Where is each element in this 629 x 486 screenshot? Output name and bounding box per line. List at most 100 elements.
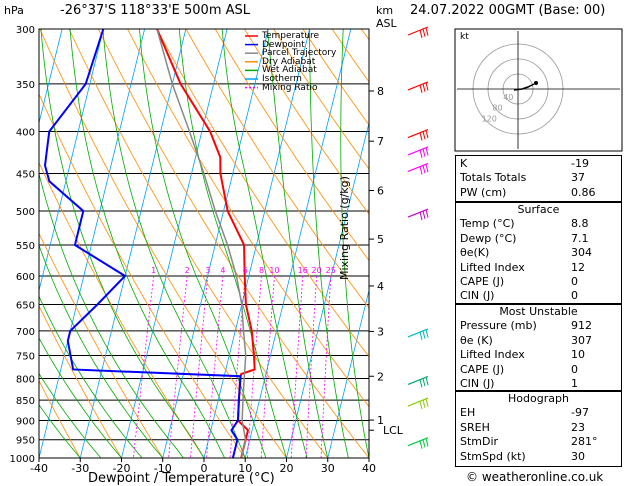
mixing-ratio-label: 10 xyxy=(269,266,279,275)
wet-adiabat-line xyxy=(39,244,164,458)
index-value: 0.86 xyxy=(571,185,596,199)
x-tick-label: 30 xyxy=(321,462,335,475)
hodograph-stat-label: StmSpd (kt) xyxy=(460,449,526,463)
altitude-tick-label: 5 xyxy=(377,233,384,246)
surface-row: CAPE (J) 0 xyxy=(456,275,621,289)
km-label: km xyxy=(376,4,394,17)
x-tick-label: 40 xyxy=(362,462,376,475)
wind-barb-flag xyxy=(422,165,426,174)
dry-adiabat-line xyxy=(185,29,369,309)
most-unstable-row: CIN (J) 1 xyxy=(456,377,621,391)
wind-barb xyxy=(407,26,429,36)
dry-adiabat-line xyxy=(127,29,369,408)
most-unstable-title: Most Unstable xyxy=(499,305,578,318)
hodograph-stat-value: 23 xyxy=(571,420,585,434)
legend-item-label: Temperature xyxy=(262,31,320,41)
hodograph-stat-row: EH -97 xyxy=(456,406,621,420)
wind-barb-flag xyxy=(419,440,423,449)
wet-adiabat-line xyxy=(39,295,143,458)
wind-barb xyxy=(407,328,429,338)
index-label: PW (cm) xyxy=(460,185,507,199)
mixing-ratio-line xyxy=(260,275,275,458)
wet-adiabat-line xyxy=(39,337,122,458)
pressure-tick-label: 1000 xyxy=(10,454,35,465)
isotherm-line xyxy=(121,29,228,458)
x-tick-label: -40 xyxy=(30,462,48,475)
wind-barb-flag xyxy=(419,84,423,94)
dry-adiabat-line xyxy=(39,93,246,458)
x-tick-label: -10 xyxy=(154,462,172,475)
index-label: K xyxy=(460,157,468,170)
wind-barb xyxy=(407,146,429,156)
surface-title: Surface xyxy=(517,203,560,216)
hodograph-stat-label: EH xyxy=(460,406,476,420)
index-value: -19 xyxy=(571,157,589,170)
wet-adiabat-line xyxy=(40,29,205,458)
isotherm-line xyxy=(39,29,145,458)
wind-barb-flag xyxy=(422,148,426,157)
dry-adiabat-line xyxy=(39,305,122,458)
dry-adiabat-line xyxy=(244,29,369,215)
mixing-ratio-line xyxy=(190,275,209,458)
dry-adiabat-line xyxy=(68,29,329,458)
surface-value: 12 xyxy=(571,260,585,274)
asl-label: ASL xyxy=(376,17,397,30)
surface-label: Dewp (°C) xyxy=(460,231,517,245)
most-unstable-value: 912 xyxy=(571,319,592,333)
parcel-trajectory-profile xyxy=(156,29,247,458)
wind-barb xyxy=(407,375,429,386)
pressure-tick-label: 700 xyxy=(16,327,35,338)
surface-row: Temp (°C) 8.8 xyxy=(456,217,621,231)
index-label: Totals Totals xyxy=(460,171,527,185)
hodograph-ring-label: 40 xyxy=(503,93,513,102)
hodograph-stat-value: 281° xyxy=(571,435,598,449)
wet-adiabat-line xyxy=(39,172,184,458)
hodograph-stat-row: StmDir 281° xyxy=(456,435,621,449)
x-tick-label: -20 xyxy=(113,462,131,475)
pressure-tick-label: 750 xyxy=(16,351,35,362)
dry-adiabat-line xyxy=(214,29,369,262)
dry-adiabat-line xyxy=(39,379,81,458)
x-tick-label: -30 xyxy=(71,462,89,475)
hodograph-stat-row: StmSpd (kt) 30 xyxy=(456,450,621,464)
most-unstable-label: Lifted Index xyxy=(460,348,525,362)
pressure-tick-label: 600 xyxy=(16,272,35,283)
wind-barb-flag xyxy=(419,29,423,39)
isotherm-line xyxy=(327,288,369,458)
mixing-ratio-label: 20 xyxy=(312,266,322,275)
surface-row: CIN (J) 0 xyxy=(456,289,621,303)
surface-row: Dewp (°C) 7.1 xyxy=(456,232,621,246)
wind-barb-flag xyxy=(425,163,429,173)
wind-barb-flag xyxy=(422,210,426,219)
mixing-ratio-label: 6 xyxy=(243,266,248,275)
surface-panel: Surface Temp (°C) 8.8 Dewp (°C) 7.1 θe(K) 304… xyxy=(455,202,622,304)
mixing-ratio-line xyxy=(246,275,262,458)
pressure-tick-label: 550 xyxy=(16,241,35,252)
wind-barb-flag xyxy=(425,147,429,156)
hodograph-ring-label: 80 xyxy=(492,104,502,113)
wind-barb-flag xyxy=(419,400,423,410)
most-unstable-row: Lifted Index 10 xyxy=(456,348,621,362)
most-unstable-value: 0 xyxy=(571,362,578,376)
index-value: 37 xyxy=(571,171,585,185)
isotherm-line xyxy=(79,29,187,458)
mixing-ratio-line xyxy=(305,275,318,458)
surface-value: 8.8 xyxy=(571,217,589,231)
hodograph-stat-label: SREH xyxy=(460,420,490,434)
wind-barb xyxy=(407,128,429,139)
x-axis-label: Dewpoint / Temperature (°C) xyxy=(88,471,275,486)
legend-item-label: Isotherm xyxy=(262,74,302,84)
dewpoint-profile xyxy=(43,29,242,458)
wet-adiabat-line xyxy=(39,404,81,458)
hodograph-stat-value: -97 xyxy=(571,406,589,420)
mixing-ratio-label: 2 xyxy=(185,266,190,275)
most-unstable-row: θe (K) 307 xyxy=(456,334,621,348)
most-unstable-row: CAPE (J) 0 xyxy=(456,363,621,377)
altitude-tick-label: 4 xyxy=(377,280,384,293)
wet-adiabat-line xyxy=(340,29,369,458)
wind-barb-flag xyxy=(422,378,426,387)
hodograph-stats-panel: Hodograph EH -97 SREH 23 StmDir 281° StmSpd (k… xyxy=(455,391,622,467)
most-unstable-row: Pressure (mb) 912 xyxy=(456,319,621,333)
surface-value: 304 xyxy=(571,246,592,260)
datetime-title: 24.07.2022 00GMT (Base: 00) xyxy=(410,3,606,18)
